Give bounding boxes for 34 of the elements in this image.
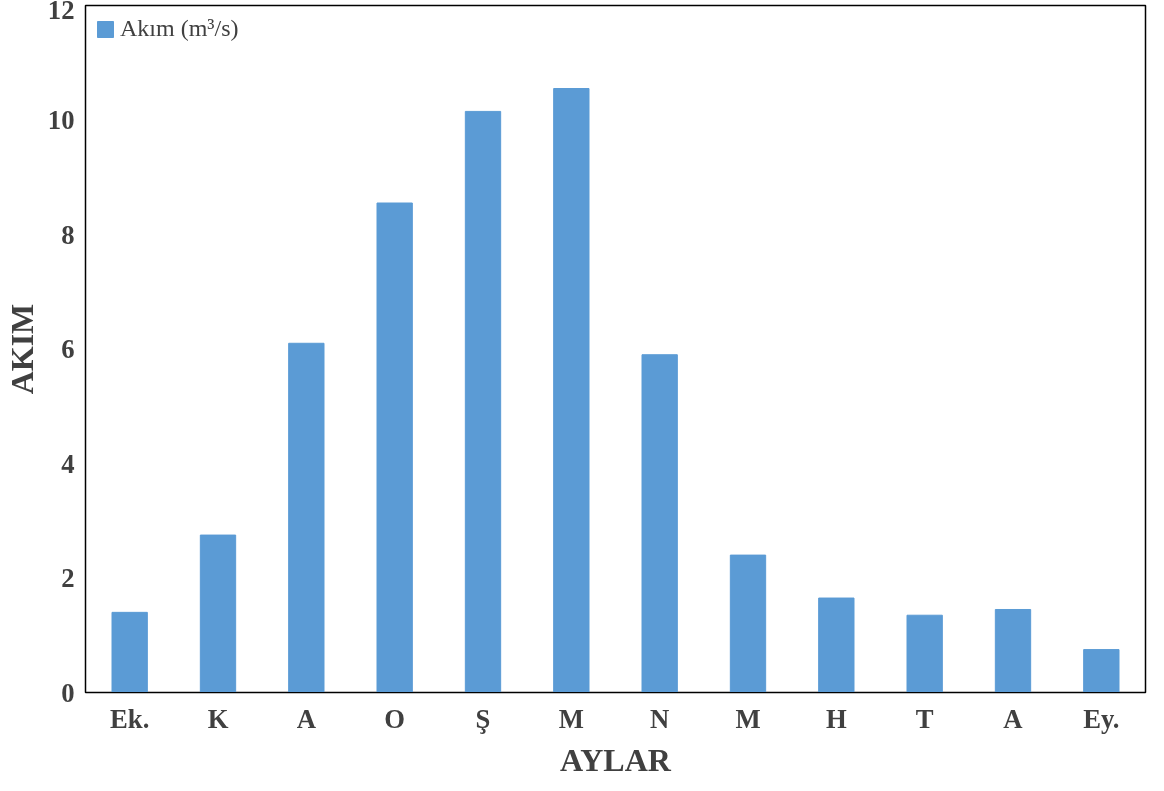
- bar: [994, 608, 1032, 693]
- x-tick-label: M: [735, 703, 761, 734]
- y-tick-label: 6: [61, 334, 75, 364]
- x-axis-title: AYLAR: [560, 741, 672, 778]
- x-tick-label: K: [207, 703, 229, 734]
- x-tick-label: H: [825, 703, 847, 734]
- x-tick-label: Ş: [475, 703, 491, 734]
- bar: [729, 554, 767, 693]
- y-tick-label: 10: [47, 105, 75, 135]
- y-tick-label: 12: [47, 0, 75, 25]
- bar: [641, 354, 678, 693]
- x-tick-label: Ey.: [1083, 703, 1120, 734]
- y-tick-label: 2: [61, 563, 75, 593]
- x-tick-label: A: [1003, 703, 1024, 734]
- x-tick-label: N: [650, 703, 670, 734]
- y-tick-label: 4: [61, 448, 75, 479]
- bar: [818, 597, 855, 693]
- bar: [553, 88, 590, 693]
- bar: [464, 110, 502, 693]
- bar: [288, 342, 325, 693]
- x-tick-label: M: [558, 703, 584, 734]
- bar: [1083, 649, 1120, 693]
- bar: [906, 614, 943, 693]
- y-tick-label: 8: [61, 219, 75, 250]
- x-tick-label: A: [296, 703, 317, 734]
- bar: [111, 611, 148, 693]
- bar: [199, 534, 237, 693]
- y-axis-title: AKIM: [3, 303, 40, 395]
- legend-label: Akım (m³/s): [120, 15, 239, 42]
- y-tick-label: 0: [61, 677, 75, 708]
- bar: [376, 202, 413, 693]
- x-tick-label: O: [384, 703, 406, 734]
- x-tick-label: T: [915, 703, 934, 734]
- x-tick-label: Ek.: [110, 703, 150, 734]
